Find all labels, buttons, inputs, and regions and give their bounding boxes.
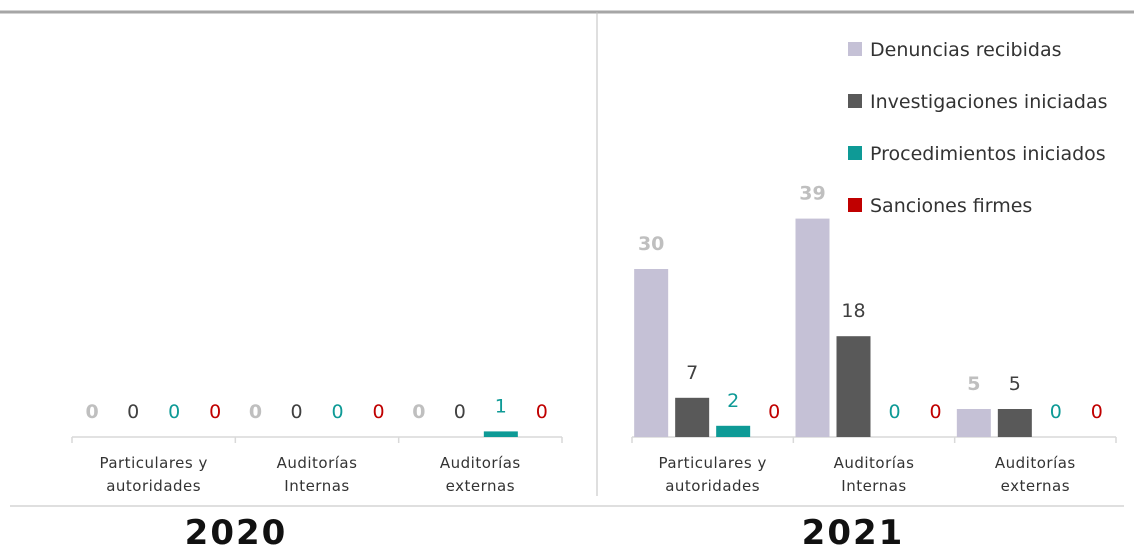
legend-swatch-investigaciones-iniciadas bbox=[848, 94, 862, 108]
data-label-denuncias-recibidas: 0 bbox=[249, 401, 262, 423]
category-label-particulares-y-autoridades: Particulares y bbox=[99, 454, 207, 472]
category-label-auditorias-internas: Internas bbox=[841, 477, 906, 495]
year-label-2021: 2021 bbox=[802, 513, 905, 546]
legend-swatch-sanciones-firmes bbox=[848, 198, 862, 212]
bar-procedimientos-iniciados-particulares-y-autoridades bbox=[716, 425, 751, 437]
bar-investigaciones-iniciadas-auditorias-internas bbox=[836, 336, 871, 437]
category-label-auditorias-externas: externas bbox=[446, 477, 515, 495]
data-label-procedimientos-iniciados: 0 bbox=[168, 401, 180, 423]
category-label-auditorias-internas: Auditorías bbox=[277, 454, 358, 472]
legend-swatch-denuncias-recibidas bbox=[848, 42, 862, 56]
category-label-particulares-y-autoridades: autoridades bbox=[106, 477, 201, 495]
category-label-auditorias-externas: Auditorías bbox=[440, 454, 521, 472]
data-label-denuncias-recibidas: 30 bbox=[638, 233, 664, 255]
data-label-procedimientos-iniciados: 0 bbox=[1050, 401, 1062, 423]
data-label-sanciones-firmes: 0 bbox=[209, 401, 221, 423]
data-label-investigaciones-iniciadas: 0 bbox=[290, 401, 302, 423]
data-label-denuncias-recibidas: 5 bbox=[967, 373, 980, 395]
panel-2020: Particulares y autoridades 0 0 0 0 Auditorías I… bbox=[71, 395, 563, 495]
bar-procedimientos-iniciados-auditorias-externas bbox=[483, 431, 518, 437]
category-label-auditorias-internas: Auditorías bbox=[834, 454, 915, 472]
bar-investigaciones-iniciadas-particulares-y-autoridades bbox=[675, 397, 710, 437]
legend-label-sanciones-firmes: Sanciones firmes bbox=[870, 195, 1032, 217]
legend: Denuncias recibidas Investigaciones inici… bbox=[848, 39, 1108, 217]
category-label-auditorias-externas: externas bbox=[1001, 477, 1070, 495]
data-label-investigaciones-iniciadas: 18 bbox=[841, 300, 865, 322]
bar-denuncias-recibidas-particulares-y-autoridades bbox=[634, 269, 669, 437]
data-label-denuncias-recibidas: 0 bbox=[86, 401, 99, 423]
category-label-auditorias-internas: Internas bbox=[284, 477, 349, 495]
legend-swatch-procedimientos-iniciados bbox=[848, 146, 862, 160]
data-label-procedimientos-iniciados: 1 bbox=[495, 395, 507, 417]
data-label-sanciones-firmes: 0 bbox=[536, 401, 548, 423]
legend-label-denuncias-recibidas: Denuncias recibidas bbox=[870, 39, 1062, 61]
data-label-sanciones-firmes: 0 bbox=[372, 401, 384, 423]
data-label-investigaciones-iniciadas: 7 bbox=[686, 362, 698, 384]
data-label-denuncias-recibidas: 39 bbox=[799, 183, 825, 205]
data-label-procedimientos-iniciados: 0 bbox=[331, 401, 343, 423]
data-label-sanciones-firmes: 0 bbox=[929, 401, 941, 423]
category-label-auditorias-externas: Auditorías bbox=[995, 454, 1076, 472]
data-label-sanciones-firmes: 0 bbox=[768, 401, 780, 423]
data-label-investigaciones-iniciadas: 0 bbox=[127, 401, 139, 423]
year-label-2020: 2020 bbox=[185, 513, 288, 546]
data-label-procedimientos-iniciados: 0 bbox=[888, 401, 900, 423]
bar-denuncias-recibidas-auditorias-internas bbox=[795, 218, 830, 437]
category-label-particulares-y-autoridades: Particulares y bbox=[658, 454, 766, 472]
data-label-denuncias-recibidas: 0 bbox=[412, 401, 425, 423]
bar-denuncias-recibidas-auditorias-externas bbox=[956, 409, 991, 437]
data-label-investigaciones-iniciadas: 5 bbox=[1009, 373, 1021, 395]
bar-investigaciones-iniciadas-auditorias-externas bbox=[997, 409, 1032, 437]
data-label-sanciones-firmes: 0 bbox=[1091, 401, 1103, 423]
legend-label-procedimientos-iniciados: Procedimientos iniciados bbox=[870, 143, 1106, 165]
panel-2021: Particulares y autoridades 30 7 2 0 Auditorías… bbox=[631, 183, 1117, 495]
legend-label-investigaciones-iniciadas: Investigaciones iniciadas bbox=[870, 91, 1108, 113]
category-label-particulares-y-autoridades: autoridades bbox=[665, 477, 760, 495]
data-label-procedimientos-iniciados: 2 bbox=[727, 390, 739, 412]
data-label-investigaciones-iniciadas: 0 bbox=[454, 401, 466, 423]
